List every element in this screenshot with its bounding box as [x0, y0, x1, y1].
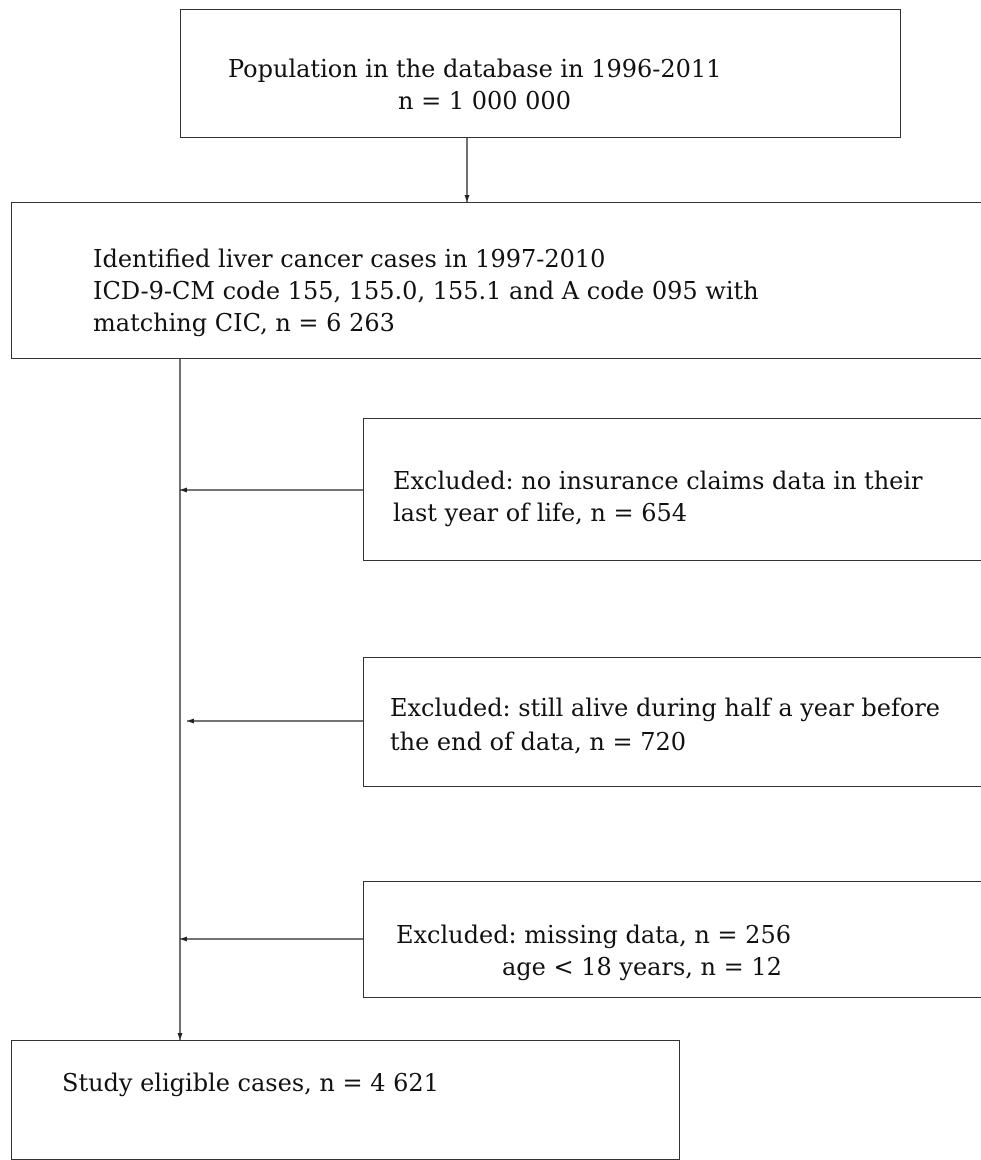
excluded-missing-line1: Excluded: missing data, n = 256 [396, 920, 791, 950]
population-count: n = 1 000 000 [398, 86, 571, 116]
identified-count: matching CIC, n = 6 263 [93, 308, 395, 338]
eligible-count: Study eligible cases, n = 4 621 [62, 1068, 439, 1098]
eligible-box [11, 1040, 680, 1160]
excluded-claims-line2: last year of life, n = 654 [393, 498, 687, 528]
identified-label-line2: ICD-9-CM code 155, 155.0, 155.1 and A co… [93, 276, 759, 306]
excluded-claims-line1: Excluded: no insurance claims data in th… [393, 466, 923, 496]
identified-label-line1: Identified liver cancer cases in 1997-20… [93, 244, 605, 274]
excluded-alive-line2: the end of data, n = 720 [390, 727, 686, 757]
population-label-line1: Population in the database in 1996-2011 [228, 54, 721, 84]
excluded-alive-line1: Excluded: still alive during half a year… [390, 693, 940, 723]
excluded-missing-line2: age < 18 years, n = 12 [502, 952, 782, 982]
